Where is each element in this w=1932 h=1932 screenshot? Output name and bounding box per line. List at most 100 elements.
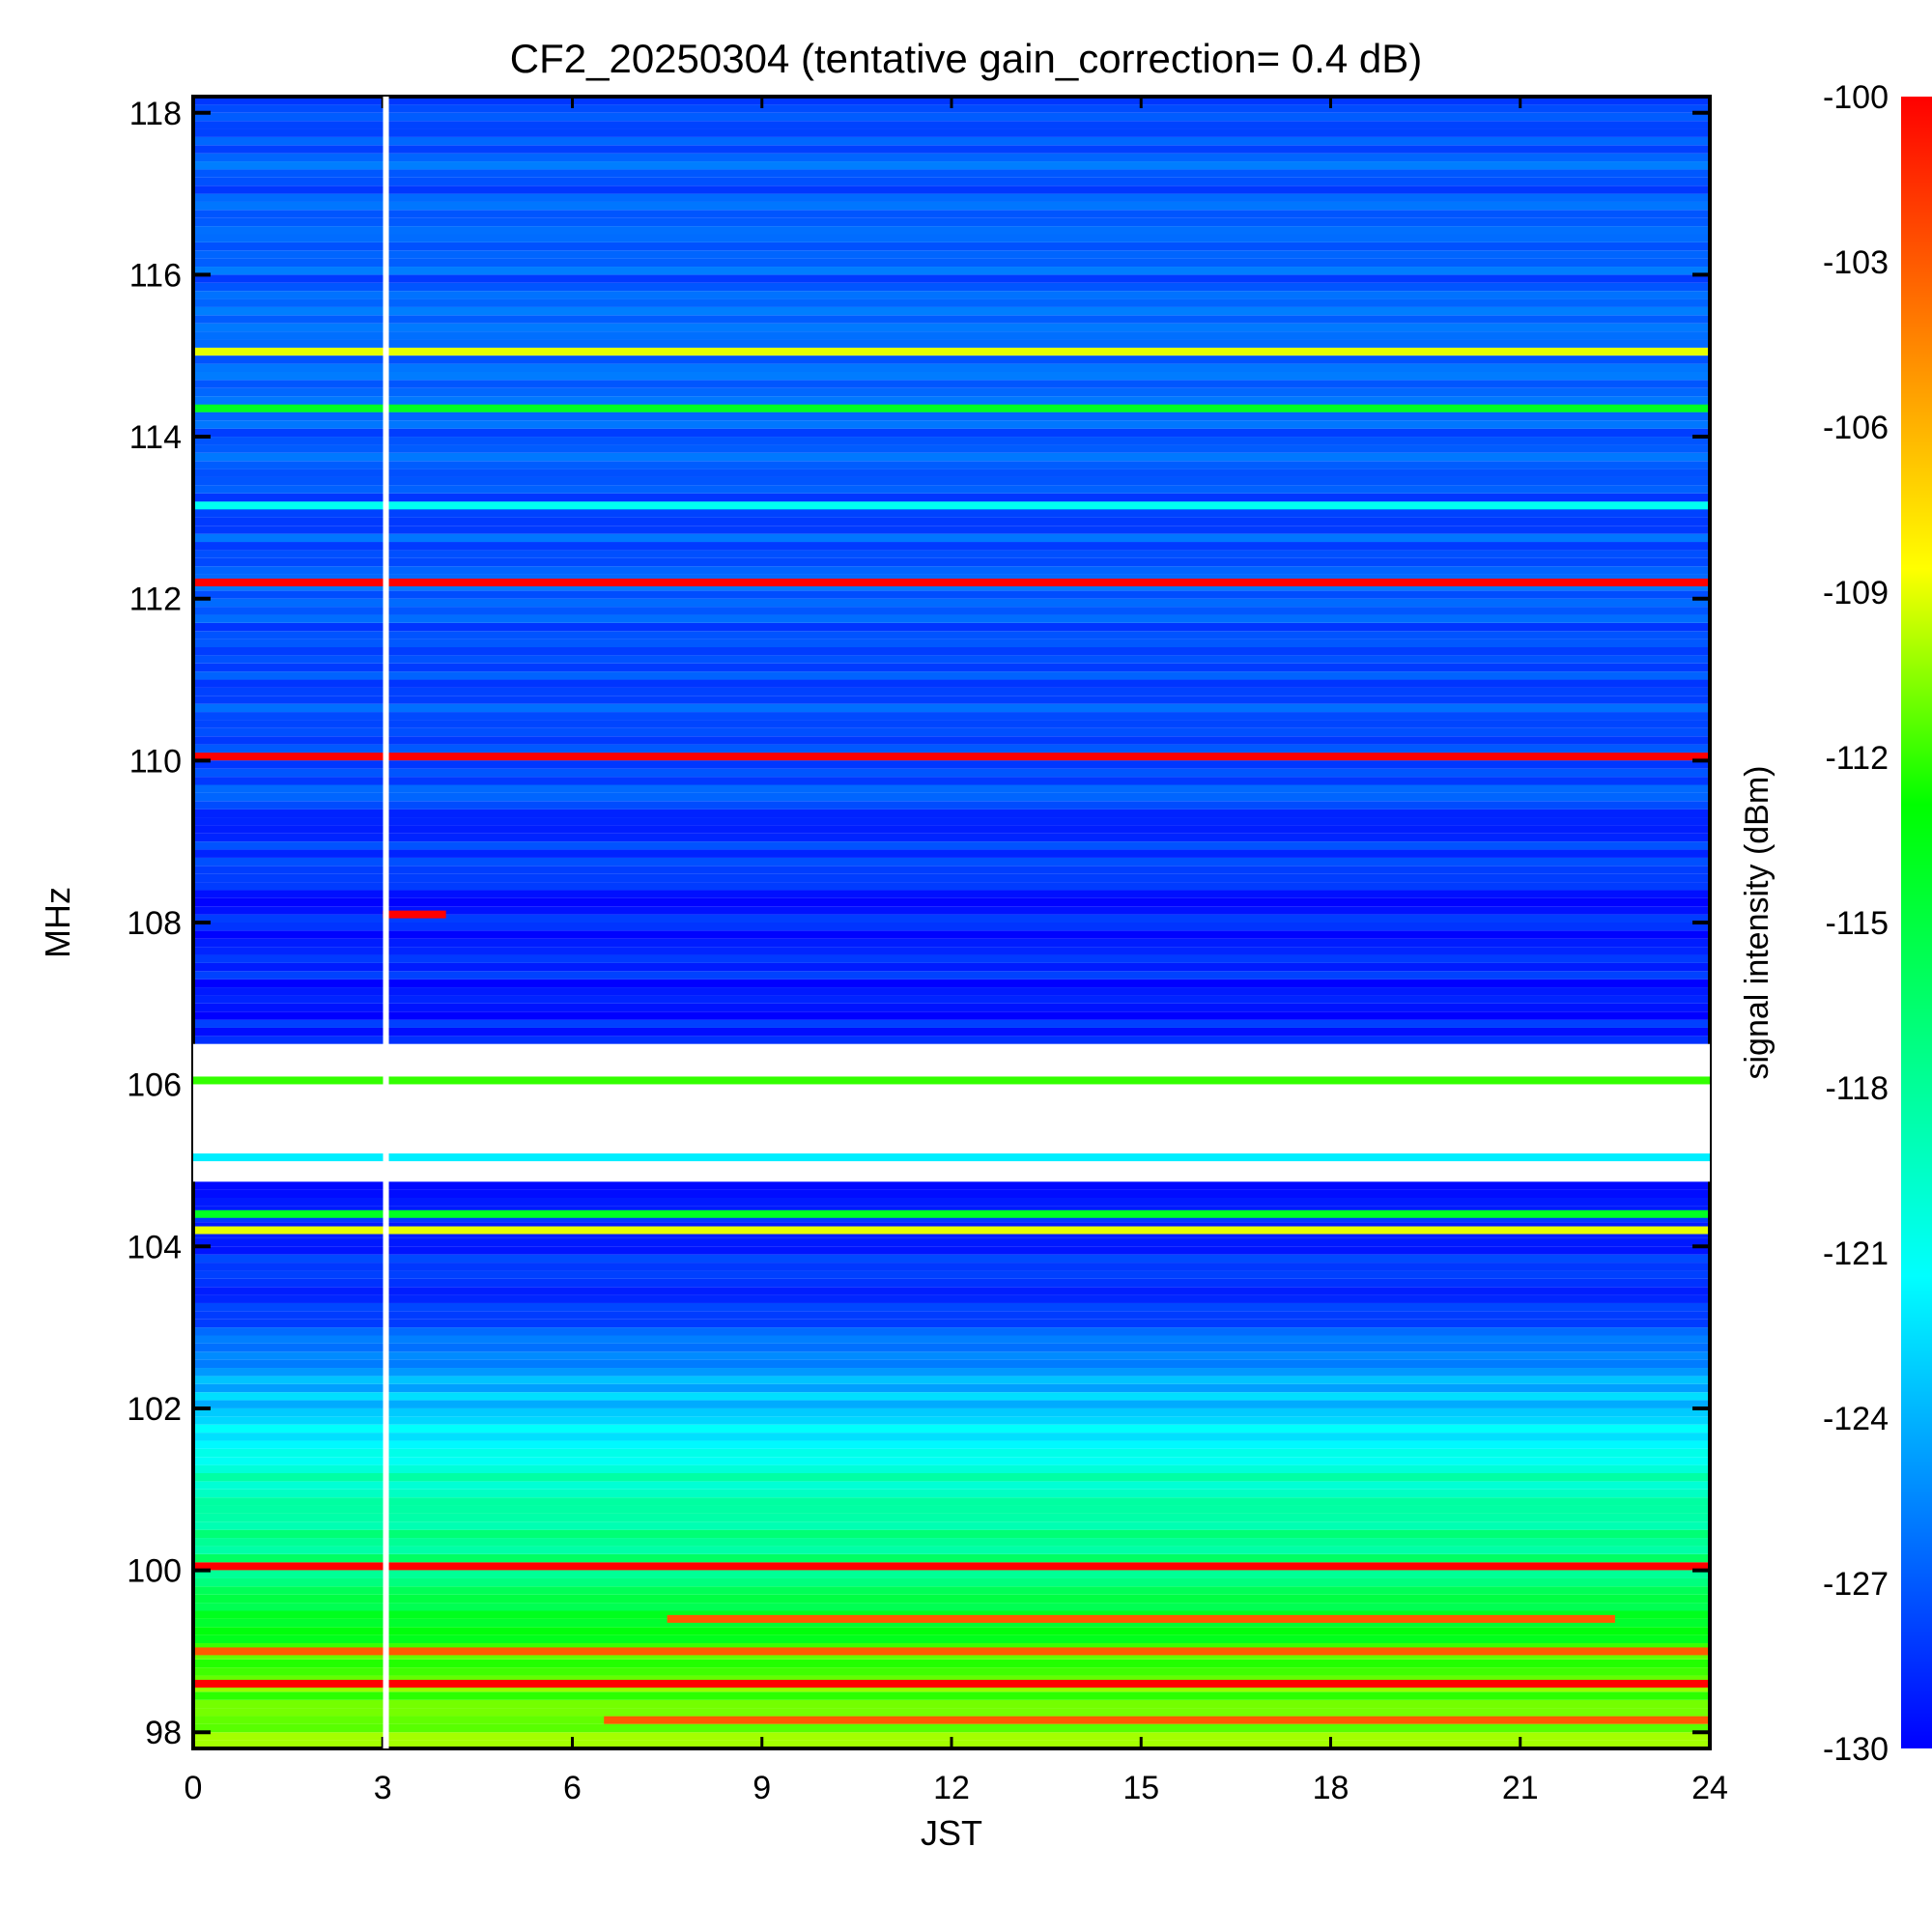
heatmap-stripe [193, 703, 1710, 713]
heatmap-stripe [193, 1732, 1710, 1741]
heatmap-stripe [193, 979, 1710, 988]
heatmap-stripe [193, 1230, 1710, 1238]
heatmap-stripe [193, 631, 1710, 639]
heatmap-stripe [193, 954, 1710, 963]
heatmap-stripe [193, 136, 1710, 146]
x-tick-label: 9 [753, 1770, 771, 1806]
chart-title: CF2_20250304 (tentative gain_correction=… [510, 36, 1422, 81]
heatmap-stripe [193, 687, 1710, 696]
heatmap-stripe [193, 476, 1710, 486]
heatmap-stripe [193, 267, 1710, 275]
heatmap-stripe [193, 914, 1710, 923]
heatmap-stripe [193, 607, 1710, 615]
heatmap-stripe [193, 614, 1710, 623]
heatmap-stripe [193, 1222, 1710, 1231]
heatmap-stripe [193, 282, 1710, 292]
heatmap-stripe [193, 947, 1710, 955]
heatmap-stripe [193, 306, 1710, 316]
x-axis: 0 3 6 9 12 15 18 21 24 [185, 97, 1728, 1806]
heatmap-stripe [193, 1708, 1710, 1717]
heatmap-stripe [193, 234, 1710, 242]
heatmap-stripe [193, 1198, 1710, 1207]
heatmap-stripe [193, 696, 1710, 704]
heatmap-stripe [193, 1278, 1710, 1288]
y-tick-label: 104 [127, 1229, 182, 1265]
heatmap-stripe [193, 452, 1710, 462]
heatmap-stripe [193, 493, 1710, 502]
heatmap-stripe [193, 1553, 1710, 1563]
carrier-line [193, 578, 1710, 586]
heatmap-stripe [193, 380, 1710, 388]
heatmap-stripe [193, 663, 1710, 672]
heatmap-stripe [193, 1577, 1710, 1587]
x-tick-label: 0 [185, 1770, 203, 1806]
heatmap-stripe [193, 1392, 1710, 1401]
heatmap-stripe [193, 1473, 1710, 1482]
heatmap-stripe [193, 1691, 1710, 1700]
heatmap-stripe [193, 1489, 1710, 1498]
heatmap-stripe [193, 1263, 1710, 1271]
heatmap-stripe [193, 1327, 1710, 1336]
heatmap-stripe [193, 809, 1710, 818]
colorbar-tick-label: -100 [1823, 79, 1889, 116]
heatmap-stripe [193, 1270, 1710, 1279]
y-tick-label: 106 [127, 1067, 182, 1104]
heatmap-stripe [193, 1319, 1710, 1328]
heatmap-stripe [193, 1343, 1710, 1352]
heatmap-stripe [193, 655, 1710, 664]
heatmap-stripe [193, 712, 1710, 721]
colorbar-tick-label: -121 [1823, 1236, 1889, 1272]
heatmap-stripe [193, 1505, 1710, 1514]
heatmap-stripe [193, 582, 1710, 591]
blank-regions [193, 97, 1710, 1748]
heatmap-stripe [193, 169, 1710, 178]
heatmap-stripe [193, 1521, 1710, 1530]
x-tick-label: 24 [1691, 1770, 1728, 1806]
x-tick-label: 18 [1313, 1770, 1350, 1806]
heatmap-stripe [193, 622, 1710, 632]
heatmap-stripe [193, 1634, 1710, 1644]
heatmap-stripe [193, 1351, 1710, 1360]
heatmap-stripe [193, 444, 1710, 453]
heatmap-stripe [193, 736, 1710, 745]
heatmap-stripe [193, 1440, 1710, 1449]
carrier-line [193, 1226, 1710, 1235]
heatmap-stripe [193, 930, 1710, 939]
heatmap-stripe [193, 882, 1710, 891]
carrier-line [604, 1716, 1711, 1724]
heatmap-stripe [193, 1594, 1710, 1604]
heatmap-stripe [193, 112, 1710, 122]
heatmap-stripe [193, 437, 1710, 445]
heatmap-stripe [193, 1699, 1710, 1709]
heatmap-stripe [193, 217, 1710, 227]
heatmap-stripe [193, 1400, 1710, 1408]
heatmap-stripe [193, 387, 1710, 397]
heatmap-stripe [193, 509, 1710, 518]
heatmap-stripe [193, 679, 1710, 688]
heatmap-stripe [193, 363, 1710, 372]
heatmap-stripe [193, 412, 1710, 421]
carrier-line [193, 1679, 1710, 1688]
y-tick-label: 100 [127, 1553, 182, 1590]
colorbar-tick-label: -109 [1823, 575, 1889, 611]
heatmap-stripe [193, 420, 1710, 429]
colorbar-tick-label: -118 [1825, 1070, 1889, 1107]
heatmap-stripe [193, 177, 1710, 186]
heatmap-stripe [193, 339, 1710, 348]
colorbar-tick-label: -127 [1823, 1566, 1889, 1603]
heatmap-stripe [193, 1651, 1710, 1660]
heatmap-stripe [193, 1546, 1710, 1554]
heatmap-stripe [193, 250, 1710, 259]
heatmap-stripe [193, 1027, 1710, 1037]
carrier-line [193, 1076, 1710, 1085]
heatmap-stripe [193, 1246, 1710, 1255]
heatmap-stripe [193, 906, 1710, 915]
heatmap-stripe [193, 1433, 1710, 1441]
heatmap-stripe [193, 1513, 1710, 1522]
heatmap-stripe [193, 897, 1710, 907]
x-tick-label: 3 [374, 1770, 392, 1806]
heatmap-stripe [193, 1311, 1710, 1320]
carrier-line [193, 753, 1710, 761]
heatmap-stripe [193, 923, 1710, 931]
heatmap-stripe [193, 557, 1710, 567]
